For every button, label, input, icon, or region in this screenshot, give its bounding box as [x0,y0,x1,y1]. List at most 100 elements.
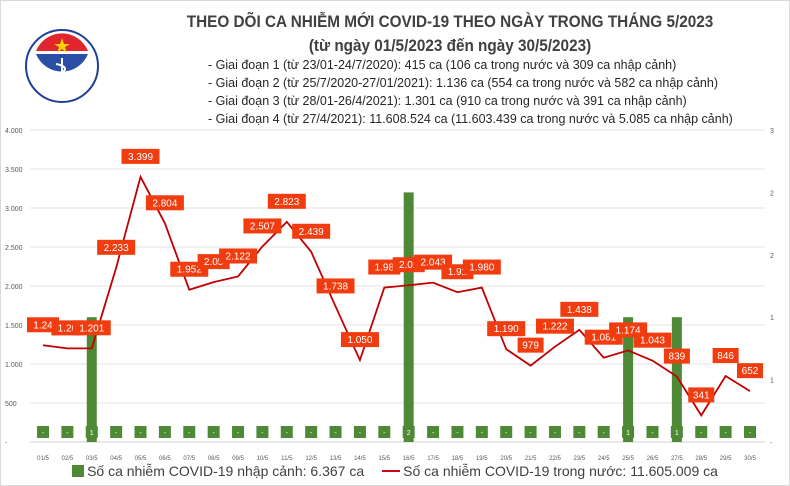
note-phase-1: - Giai đoạn 1 (từ 23/01-24/7/2020): 415 … [208,58,677,72]
line-data-label-bg [688,387,715,403]
bar-imported [671,317,682,442]
bar-data-label-bg [500,426,513,438]
line-data-label-bg [462,259,501,275]
note-phase-2: - Giai đoạn 2 (từ 25/7/2020-27/01/2021):… [208,76,718,90]
bar-data-label: - [42,430,45,437]
bar-data-label: - [334,430,337,437]
x-tick-label: 19/5 [476,456,488,460]
ministry-of-health-logo [25,29,99,103]
bar-data-label: - [554,430,557,437]
line-data-label-bg [292,223,331,239]
x-tick-label: 08/5 [208,456,220,460]
bar-data-label: - [603,430,606,437]
bar-data-label-bg [378,426,391,438]
bar-data-label: 2 [407,430,411,437]
line-data-label: 979 [522,341,539,352]
right-tick-label: 3 [770,128,774,135]
x-tick-label: 10/5 [257,456,269,460]
line-data-label: 1.222 [542,322,567,333]
x-tick-label: 23/5 [574,456,586,460]
x-tick-label: 26/5 [647,456,659,460]
bar-data-label-bg [134,426,147,438]
right-tick-label: 1 [770,378,774,385]
line-data-label: 341 [693,390,710,401]
bar-data-label-bg [646,426,659,438]
bar-data-label-bg [670,426,683,438]
bar-data-label-bg [475,426,488,438]
line-data-label: 1.201 [79,323,104,334]
left-tick-label: - [5,440,8,447]
right-tick-label: 2 [770,190,774,197]
x-tick-label: 28/5 [695,456,707,460]
line-data-label: 1.050 [347,335,372,346]
bar-data-label-bg [110,426,123,438]
x-tick-label: 11/5 [281,456,293,460]
bar-data-label: 1 [626,430,630,437]
line-data-label-bg [267,193,306,209]
bar-data-label: - [505,430,508,437]
x-tick-label: 02/5 [62,456,74,460]
line-data-label: 2.439 [299,227,324,238]
line-data-label: 1.980 [469,263,494,274]
line-data-label-bg [219,248,258,264]
line-data-label-bg [663,348,690,364]
x-tick-label: 29/5 [720,456,732,460]
right-tick-label: 1 [770,315,774,322]
bar-data-label: - [481,430,484,437]
chart-plot: - 500 1.000 1.500 2.000 2.500 3.000 3.500 4.000 -… [5,128,774,460]
bar-data-label-bg [305,426,318,438]
line-data-label: 1.438 [567,305,592,316]
bar-data-label: - [212,430,215,437]
chart-subtitle: (từ ngày 01/5/2023 đến ngày 30/5/2023) [308,36,592,55]
bar-data-label: - [310,430,313,437]
left-tick-label: 3.500 [5,167,23,174]
line-data-label: 2.804 [152,198,177,209]
bar-data-label-bg [548,426,561,438]
line-data-label: 3.399 [128,152,153,163]
bar-data-label: - [700,430,703,437]
x-tick-label: 20/5 [500,456,512,460]
bar-data-label-bg [402,426,415,438]
bar-data-label: - [359,430,362,437]
bar-data-label: - [261,430,264,437]
bar-data-label: - [432,430,435,437]
x-tick-label: 07/5 [183,456,195,460]
x-tick-label: 24/5 [598,456,610,460]
bar-data-label-bg [85,426,98,438]
x-tick-label: 04/5 [110,456,122,460]
line-data-label: 2.05 [204,257,224,268]
line-data-label-bg [633,332,672,348]
bar-data-label: - [651,430,654,437]
bar-data-label-bg [256,426,269,438]
bar-data-label-bg [329,426,342,438]
bar-data-label-bg [232,426,245,438]
left-tick-label: 2.500 [5,245,23,252]
bar-data-label: - [286,430,289,437]
legend-swatch-domestic [382,470,401,473]
x-tick-label: 09/5 [232,456,244,460]
line-data-label: 1.043 [640,336,665,347]
left-tick-label: 3.000 [5,206,23,213]
right-tick-label: 2 [770,253,774,260]
line-data-label: 2.507 [250,221,275,232]
line-data-label: 1.952 [177,265,202,276]
line-data-label: 1.174 [616,325,641,336]
x-tick-label: 18/5 [452,456,464,460]
bar-data-label-bg [451,426,464,438]
line-data-label: 839 [669,352,686,363]
note-phase-3: - Giai đoạn 3 (từ 28/01-26/4/2021): 1.30… [208,94,687,108]
x-tick-label: 05/5 [135,456,147,460]
x-tick-label: 16/5 [403,456,415,460]
bar-imported [86,317,97,442]
x-tick-label: 27/5 [671,456,683,460]
line-data-label-bg [97,239,136,255]
line-data-label: 652 [742,366,759,377]
bar-data-label: - [164,430,167,437]
legend-label-domestic: Số ca nhiễm COVID-19 trong nước: 11.605.… [403,463,718,480]
bar-data-label-bg [573,426,586,438]
line-data-label: 1.738 [323,281,348,292]
bar-data-label: 1 [675,430,679,437]
bar-data-label: - [456,430,459,437]
bar-data-label-bg [524,426,537,438]
bar-data-label: - [383,430,386,437]
